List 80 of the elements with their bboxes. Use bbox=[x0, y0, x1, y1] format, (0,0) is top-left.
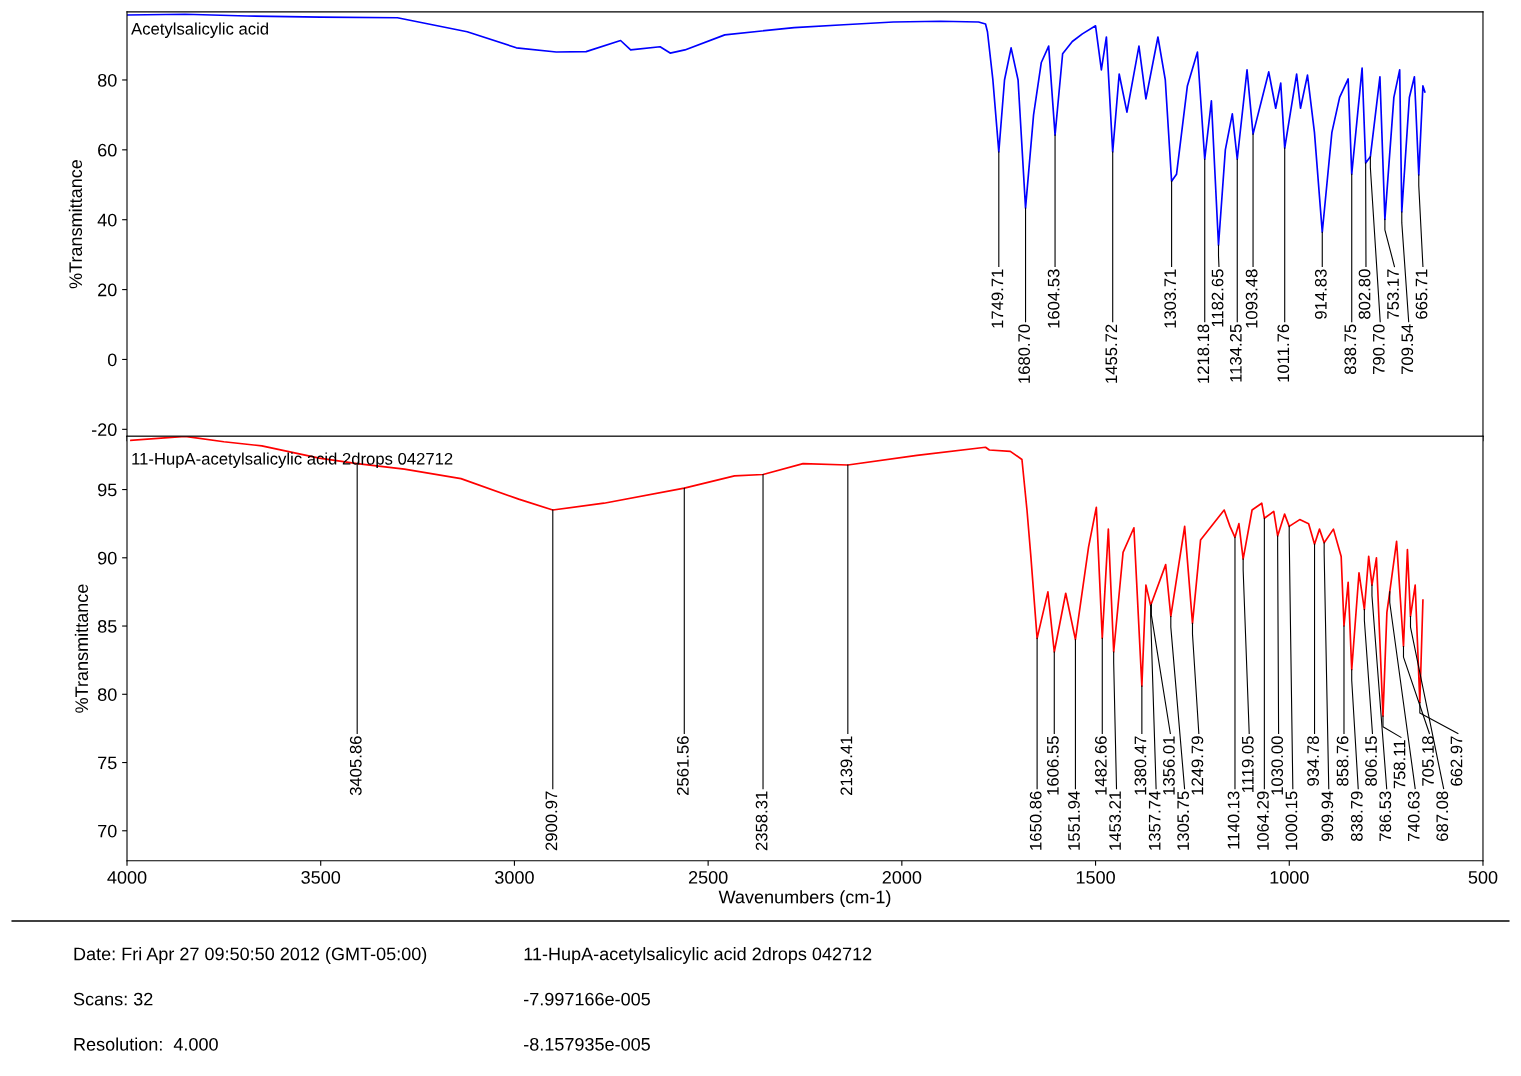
text: 11-HupA-acetylsalicylic acid 2drops 042712 bbox=[524, 947, 872, 964]
annotation: 2358.31 bbox=[755, 791, 768, 851]
annotation: 753.17 bbox=[1387, 269, 1399, 319]
text: Scans: 32 bbox=[73, 992, 153, 1006]
y-tick-label: 80 bbox=[97, 73, 117, 87]
annotation: 1356.01 bbox=[1163, 736, 1175, 795]
annotation: 1249.79 bbox=[1191, 736, 1204, 795]
annotation: 709.54 bbox=[1401, 324, 1414, 374]
x-tick-label: 2500 bbox=[688, 871, 728, 884]
annotation: 665.71 bbox=[1415, 269, 1428, 319]
annotation: 1000.15 bbox=[1285, 791, 1298, 850]
annotation: 934.78 bbox=[1307, 736, 1320, 786]
annotation: 1680.70 bbox=[1018, 324, 1031, 383]
y-tick-label: 0 bbox=[107, 353, 117, 367]
annotation: 2139.41 bbox=[840, 736, 853, 795]
annotation: 1455.72 bbox=[1105, 324, 1118, 383]
annotation: 758.11 bbox=[1393, 740, 1406, 789]
annotation: 1380.47 bbox=[1134, 736, 1147, 795]
annotation: 1303.71 bbox=[1164, 269, 1177, 328]
annotation: 1011.76 bbox=[1277, 324, 1290, 382]
annotation: 1453.21 bbox=[1109, 791, 1121, 850]
annotation: 1064.29 bbox=[1257, 791, 1269, 850]
annotation: 705.18 bbox=[1422, 736, 1434, 786]
x-tick-label: 500 bbox=[1468, 871, 1498, 884]
line-series bbox=[130, 436, 1424, 717]
y-tick-label: 60 bbox=[98, 143, 117, 157]
x-tick-label: 4000 bbox=[107, 871, 147, 884]
annotation: 790.70 bbox=[1372, 324, 1385, 374]
annotation: 1093.48 bbox=[1245, 269, 1258, 328]
y-tick-label: 90 bbox=[98, 551, 117, 565]
series-label: Acetylsalicylic acid bbox=[131, 22, 268, 38]
line-series bbox=[127, 13, 1426, 247]
y-tick-label: 85 bbox=[97, 619, 117, 633]
annotation: 687.08 bbox=[1436, 791, 1449, 841]
annotation: 914.83 bbox=[1314, 269, 1327, 319]
x-tick-label: 2000 bbox=[882, 871, 922, 884]
x-tick-label: 3500 bbox=[301, 871, 341, 884]
annotation: 909.94 bbox=[1321, 791, 1334, 841]
text: Resolution: 4.000 bbox=[74, 1037, 218, 1051]
annotation: 1551.94 bbox=[1068, 791, 1080, 850]
annotation: 806.15 bbox=[1365, 736, 1377, 786]
y-tick-label: -20 bbox=[91, 423, 117, 437]
annotation: 838.79 bbox=[1350, 791, 1363, 842]
annotation: 1182.65 bbox=[1211, 269, 1224, 327]
y-tick-label: 20 bbox=[98, 283, 117, 297]
text: -7.997166e-005 bbox=[524, 992, 650, 1006]
annotation: 1749.71 bbox=[991, 269, 1004, 328]
annotation: 802.80 bbox=[1358, 269, 1371, 319]
annotation: 858.76 bbox=[1336, 736, 1349, 786]
text: Date: Fri Apr 27 09:50:50 2012 (GMT-05:00) bbox=[74, 947, 427, 964]
annotation: 1134.25 bbox=[1229, 324, 1242, 382]
annotation: 1482.66 bbox=[1094, 736, 1107, 795]
y-tick-label: 75 bbox=[98, 756, 117, 770]
annotation: 1606.55 bbox=[1046, 736, 1059, 795]
annotation: 3405.86 bbox=[349, 736, 362, 796]
annotation: 1030.00 bbox=[1271, 736, 1284, 795]
text: -8.157935e-005 bbox=[524, 1037, 650, 1051]
annotation: 838.75 bbox=[1344, 324, 1357, 375]
annotation: 1218.18 bbox=[1197, 324, 1210, 383]
annotation: 1604.53 bbox=[1047, 269, 1060, 328]
y-tick-label: 80 bbox=[97, 688, 117, 701]
annotation: 2561.56 bbox=[676, 736, 689, 795]
annotation: 1140.13 bbox=[1227, 791, 1240, 849]
annotation: 2900.97 bbox=[545, 791, 558, 851]
annotation: 1119.05 bbox=[1241, 736, 1254, 793]
x-tick-label: 1500 bbox=[1076, 871, 1115, 884]
x-tick-label: 3000 bbox=[495, 871, 534, 884]
y-axis-title: %Transmittance bbox=[68, 159, 83, 289]
annotation: 740.63 bbox=[1407, 791, 1420, 841]
y-axis-title: %Transmittance bbox=[74, 584, 89, 713]
x-tick-label: 1000 bbox=[1270, 871, 1309, 884]
annotation: 662.97 bbox=[1450, 736, 1463, 786]
y-tick-label: 70 bbox=[98, 824, 117, 838]
annotation: 1650.86 bbox=[1029, 791, 1042, 850]
y-tick-label: 95 bbox=[98, 483, 117, 497]
annotation: 786.53 bbox=[1379, 791, 1392, 841]
annotation: 1357.74 bbox=[1148, 791, 1161, 850]
x-axis-title: Wavenumbers (cm-1) bbox=[718, 890, 891, 907]
y-tick-label: 40 bbox=[97, 213, 117, 227]
annotation: 1305.75 bbox=[1177, 791, 1190, 850]
